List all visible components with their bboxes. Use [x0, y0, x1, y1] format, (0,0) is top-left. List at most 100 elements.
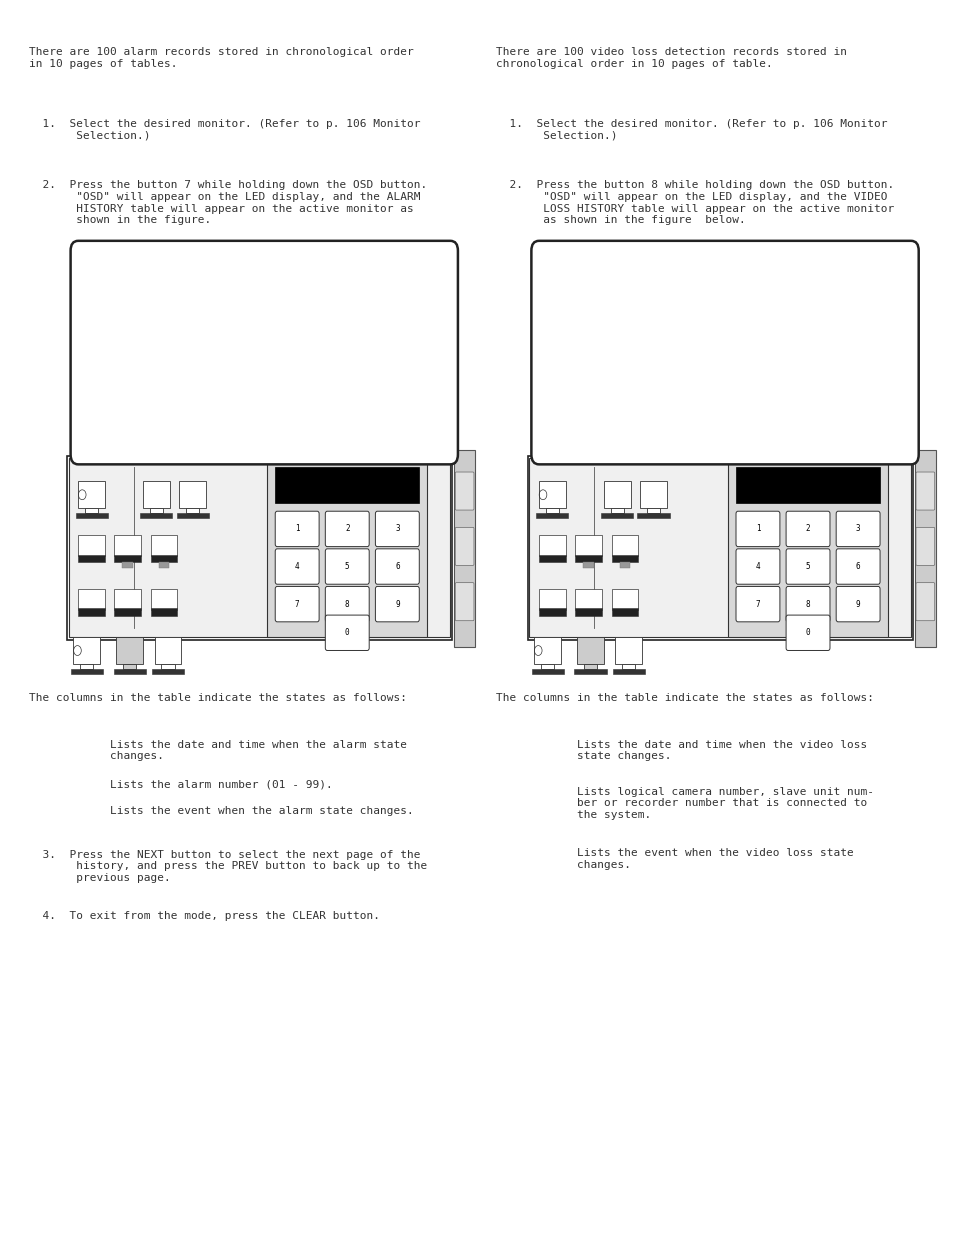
Text: The columns in the table indicate the states as follows:: The columns in the table indicate the st…: [29, 693, 406, 703]
Bar: [575, 536, 601, 556]
Bar: [116, 637, 143, 664]
Bar: [114, 589, 141, 610]
Text: 6: 6: [395, 562, 399, 571]
Text: 0: 0: [345, 629, 349, 637]
Bar: [610, 509, 623, 514]
Bar: [158, 562, 170, 568]
Bar: [114, 555, 141, 562]
FancyBboxPatch shape: [325, 511, 369, 547]
FancyBboxPatch shape: [736, 548, 780, 584]
FancyBboxPatch shape: [785, 587, 829, 622]
Text: 2: 2: [805, 525, 809, 534]
Bar: [150, 509, 163, 514]
Bar: [534, 637, 560, 664]
Bar: [545, 509, 558, 514]
Bar: [538, 589, 565, 610]
FancyBboxPatch shape: [375, 587, 419, 622]
Bar: [161, 664, 174, 669]
Text: 2.  Press the button 7 while holding down the OSD button.
       "OSD" will appe: 2. Press the button 7 while holding down…: [29, 180, 426, 225]
FancyBboxPatch shape: [915, 527, 934, 566]
Bar: [151, 536, 177, 556]
Text: Lists the date and time when the alarm state
            changes.: Lists the date and time when the alarm s…: [29, 740, 406, 761]
Bar: [454, 450, 475, 647]
Bar: [67, 456, 452, 640]
Bar: [577, 637, 603, 664]
FancyBboxPatch shape: [736, 511, 780, 547]
FancyBboxPatch shape: [274, 548, 318, 584]
Text: 1.  Select the desired monitor. (Refer to p. 106 Monitor
       Selection.): 1. Select the desired monitor. (Refer to…: [496, 119, 886, 140]
Bar: [179, 482, 206, 509]
Bar: [78, 536, 105, 556]
FancyBboxPatch shape: [325, 548, 369, 584]
Bar: [85, 509, 98, 514]
Text: 0: 0: [805, 629, 809, 637]
Bar: [611, 555, 638, 562]
FancyBboxPatch shape: [455, 583, 474, 621]
Bar: [582, 562, 594, 568]
Text: 3: 3: [855, 525, 860, 534]
Text: Lists the event when the alarm state changes.: Lists the event when the alarm state cha…: [29, 806, 413, 816]
Bar: [78, 589, 105, 610]
Bar: [140, 514, 172, 519]
Bar: [611, 589, 638, 610]
Bar: [274, 467, 419, 503]
Text: 7: 7: [755, 600, 760, 609]
Text: 6: 6: [855, 562, 860, 571]
FancyBboxPatch shape: [835, 587, 879, 622]
Text: 8: 8: [345, 600, 349, 609]
Text: There are 100 alarm records stored in chronological order
in 10 pages of tables.: There are 100 alarm records stored in ch…: [29, 47, 413, 68]
Bar: [75, 514, 108, 519]
Bar: [78, 482, 105, 509]
Bar: [574, 669, 606, 674]
FancyBboxPatch shape: [455, 527, 474, 566]
FancyBboxPatch shape: [325, 615, 369, 651]
Text: 9: 9: [395, 600, 399, 609]
Text: 9: 9: [855, 600, 860, 609]
Bar: [600, 514, 633, 519]
Bar: [71, 669, 103, 674]
Bar: [727, 458, 887, 637]
Bar: [536, 514, 568, 519]
Bar: [113, 669, 146, 674]
FancyBboxPatch shape: [736, 587, 780, 622]
FancyBboxPatch shape: [915, 583, 934, 621]
FancyBboxPatch shape: [785, 615, 829, 651]
Bar: [122, 562, 133, 568]
FancyBboxPatch shape: [785, 511, 829, 547]
Text: 2: 2: [345, 525, 349, 534]
Text: There are 100 video loss detection records stored in
chronological order in 10 p: There are 100 video loss detection recor…: [496, 47, 846, 68]
FancyBboxPatch shape: [375, 548, 419, 584]
Text: 4.  To exit from the mode, press the CLEAR button.: 4. To exit from the mode, press the CLEA…: [29, 911, 379, 921]
Text: 7: 7: [294, 600, 299, 609]
Bar: [637, 514, 669, 519]
Bar: [611, 536, 638, 556]
Text: 3: 3: [395, 525, 399, 534]
Bar: [575, 609, 601, 616]
Bar: [154, 637, 181, 664]
Bar: [527, 456, 912, 640]
Bar: [114, 609, 141, 616]
Bar: [151, 555, 177, 562]
Bar: [69, 458, 450, 637]
Bar: [583, 664, 597, 669]
Bar: [152, 669, 184, 674]
Text: Lists the date and time when the video loss
            state changes.: Lists the date and time when the video l…: [496, 740, 866, 761]
Bar: [639, 482, 666, 509]
Text: 3.  Press the NEXT button to select the next page of the
       history, and pre: 3. Press the NEXT button to select the n…: [29, 850, 426, 883]
Bar: [151, 589, 177, 610]
Text: The columns in the table indicate the states as follows:: The columns in the table indicate the st…: [496, 693, 873, 703]
Bar: [531, 669, 563, 674]
Bar: [80, 664, 93, 669]
FancyBboxPatch shape: [835, 548, 879, 584]
Text: 8: 8: [805, 600, 809, 609]
FancyBboxPatch shape: [531, 241, 918, 464]
FancyBboxPatch shape: [785, 548, 829, 584]
Bar: [575, 589, 601, 610]
Text: 1.  Select the desired monitor. (Refer to p. 106 Monitor
       Selection.): 1. Select the desired monitor. (Refer to…: [29, 119, 419, 140]
Bar: [73, 637, 100, 664]
Bar: [538, 482, 565, 509]
FancyBboxPatch shape: [274, 511, 318, 547]
Bar: [538, 555, 565, 562]
FancyBboxPatch shape: [835, 511, 879, 547]
Bar: [621, 664, 635, 669]
